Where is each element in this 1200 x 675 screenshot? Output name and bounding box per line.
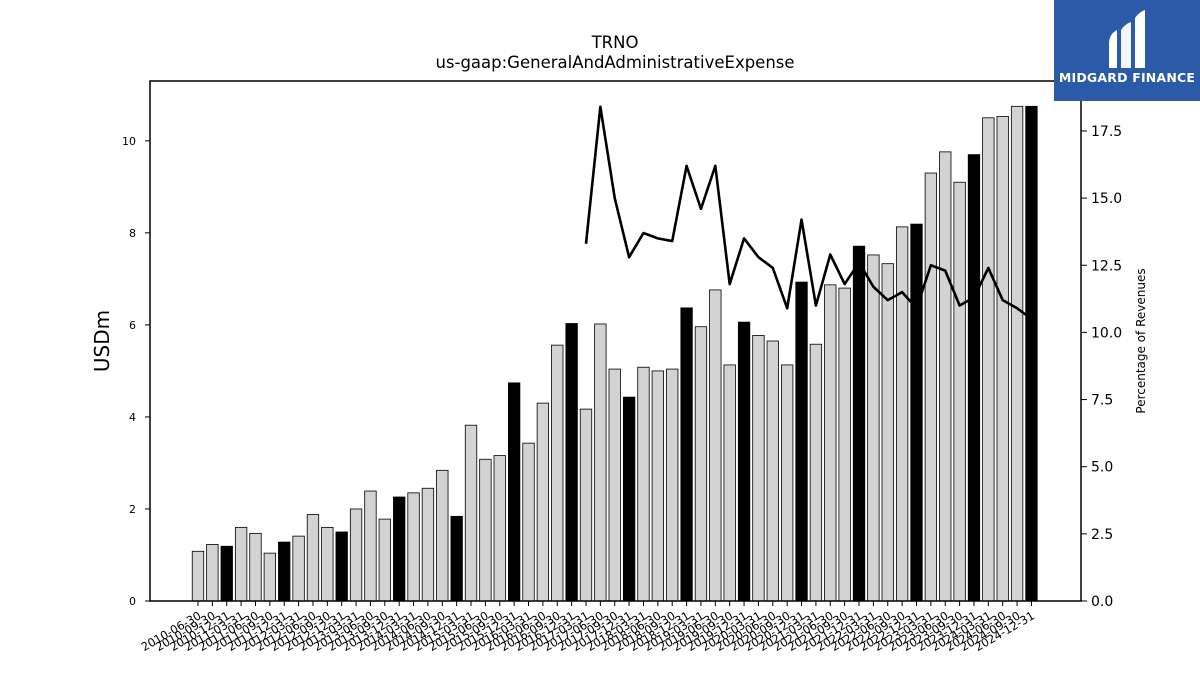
- quarter-bar: [752, 335, 765, 602]
- quarter-bar: [493, 455, 506, 602]
- quarter-bar: [407, 492, 420, 602]
- quarter-bar: [637, 366, 650, 602]
- quarter-bar: [378, 518, 391, 602]
- chart-title: TRNO: [591, 33, 639, 52]
- y2-axis-label: Percentage of Revenues: [1134, 268, 1148, 413]
- y-axis-label: USDm: [90, 310, 114, 372]
- quarter-bar: [824, 284, 837, 602]
- annual-bar: [393, 496, 406, 602]
- annual-bar: [622, 396, 636, 602]
- quarter-bar: [709, 289, 722, 602]
- quarter-bar: [594, 323, 607, 602]
- quarter-bar: [191, 550, 205, 602]
- quarter-bar: [982, 117, 995, 602]
- percentage-line: [584, 105, 1033, 321]
- quarter-bar: [939, 151, 952, 602]
- annual-bar: [278, 541, 291, 602]
- quarter-bar: [321, 526, 334, 602]
- y-tick-label: 6: [129, 319, 136, 332]
- quarter-bar: [421, 487, 435, 602]
- quarter-bar: [479, 458, 492, 602]
- annual-bar: [335, 531, 348, 602]
- quarter-bar: [206, 544, 219, 602]
- quarter-bar: [781, 364, 794, 602]
- y-tick-label: 8: [129, 227, 136, 240]
- quarter-bar: [809, 343, 823, 602]
- plot-frame: [149, 80, 1082, 602]
- y-axis: 0 2 4 6 8 10: [122, 135, 150, 608]
- y2-tick-label: 10.0: [1091, 325, 1122, 341]
- quarter-bar: [838, 287, 851, 602]
- y-tick-label: 0: [129, 595, 136, 608]
- quarter-bar: [608, 368, 621, 602]
- quarter-bar: [234, 526, 248, 602]
- annual-bar: [852, 245, 866, 602]
- quarter-bar: [694, 326, 708, 602]
- annual-bar: [910, 223, 923, 602]
- quarter-bar: [292, 535, 305, 602]
- quarter-bar: [881, 263, 894, 602]
- y2-tick-label: 5.0: [1091, 460, 1113, 476]
- annual-bar: [565, 323, 578, 602]
- annual-bar: [220, 545, 233, 602]
- quarter-bar: [306, 514, 320, 602]
- quarter-bar: [651, 370, 664, 602]
- quarter-bar: [723, 364, 736, 602]
- annual-bar: [680, 307, 693, 602]
- quarter-bar: [436, 469, 449, 602]
- quarter-bar: [766, 340, 779, 602]
- line-series: [584, 105, 1033, 321]
- y2-tick-label: 0.0: [1091, 594, 1113, 610]
- annual-bar: [450, 515, 463, 602]
- annual-bar: [795, 281, 808, 602]
- quarter-bar: [579, 408, 593, 602]
- quarter-bar: [924, 172, 938, 602]
- y2-tick-label: 15.0: [1091, 191, 1122, 207]
- quarter-bar: [895, 226, 909, 602]
- quarter-bar: [666, 368, 679, 602]
- y-tick-label: 4: [129, 411, 136, 424]
- brand-name: MIDGARD FINANCE: [1058, 70, 1196, 85]
- quarter-bar: [249, 532, 262, 602]
- y2-tick-label: 2.5: [1091, 527, 1113, 543]
- quarter-bar: [522, 442, 535, 602]
- quarter-bar: [996, 116, 1009, 602]
- brand-logo: MIDGARD FINANCE: [1054, 0, 1200, 101]
- quarter-bar: [867, 254, 880, 602]
- quarter-bar: [953, 181, 966, 602]
- chart-subtitle: us-gaap:GeneralAndAdministrativeExpense: [435, 53, 794, 72]
- quarter-bar: [551, 344, 564, 602]
- quarter-bar: [464, 424, 478, 602]
- y2-tick-label: 12.5: [1091, 258, 1122, 274]
- y-tick-label: 2: [129, 503, 136, 516]
- annual-bar: [1025, 105, 1038, 602]
- annual-bar: [967, 154, 981, 602]
- y2-tick-label: 7.5: [1091, 393, 1113, 409]
- annual-bar: [737, 321, 751, 602]
- quarter-bar: [1010, 105, 1024, 602]
- quarter-bar: [364, 490, 377, 602]
- quarter-bar: [349, 508, 363, 602]
- annual-bar: [507, 382, 521, 602]
- quarter-bar: [263, 552, 277, 602]
- quarter-bar: [536, 402, 550, 602]
- midgard-logo-icon: [1109, 10, 1145, 68]
- y2-axis: 0.0 2.5 5.0 7.5 10.0 12.5 15.0 17.5: [1081, 124, 1122, 610]
- y2-tick-label: 17.5: [1091, 124, 1122, 140]
- x-axis: 2010-06-302010-09-302010-12-312011-03-31…: [139, 601, 1037, 654]
- bar-series: [191, 105, 1038, 602]
- y-tick-label: 10: [122, 135, 136, 148]
